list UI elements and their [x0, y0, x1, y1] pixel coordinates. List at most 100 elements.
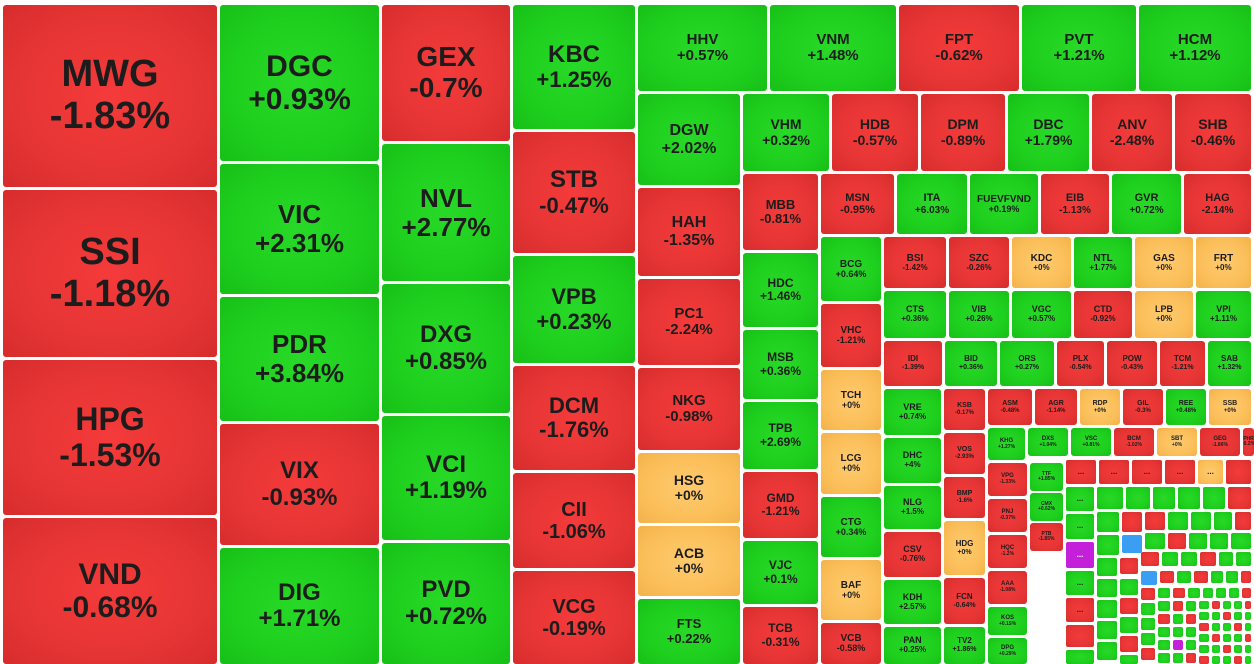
stock-tile-small[interactable]	[1231, 533, 1251, 549]
stock-tile-small[interactable]	[1234, 612, 1242, 620]
stock-tile-khg[interactable]: KHG +1.27%	[988, 428, 1025, 460]
stock-tile-ctg[interactable]: CTG +0.34%	[821, 497, 881, 557]
stock-tile-small[interactable]: ...	[1066, 514, 1094, 539]
stock-tile-small[interactable]	[1141, 588, 1155, 600]
stock-tile-hag[interactable]: HAG -2.14%	[1184, 174, 1251, 234]
stock-tile-dxs[interactable]: DXS +1.04%	[1028, 428, 1068, 456]
stock-tile-small[interactable]	[1158, 653, 1170, 663]
stock-tile-small[interactable]	[1203, 588, 1213, 598]
stock-tile-small[interactable]	[1211, 571, 1223, 583]
stock-tile-small[interactable]	[1122, 512, 1142, 532]
stock-tile-small[interactable]	[1214, 512, 1232, 530]
stock-tile-small[interactable]	[1177, 571, 1191, 583]
stock-tile-tcb[interactable]: TCB -0.31%	[743, 607, 818, 664]
stock-tile-vpg[interactable]: VPG -1.33%	[988, 463, 1027, 496]
stock-tile-fts[interactable]: FTS +0.22%	[638, 599, 740, 664]
stock-tile-msb[interactable]: MSB +0.36%	[743, 330, 818, 399]
stock-tile-small[interactable]	[1173, 588, 1185, 598]
stock-tile-lcg[interactable]: LCG +0%	[821, 433, 881, 494]
stock-tile-pdr[interactable]: PDR +3.84%	[220, 297, 379, 421]
stock-tile-small[interactable]	[1097, 512, 1119, 532]
stock-tile-small[interactable]	[1200, 552, 1216, 566]
stock-tile-hpg[interactable]: HPG -1.53%	[3, 360, 217, 515]
stock-tile-bsi[interactable]: BSI -1.42%	[884, 237, 946, 288]
stock-tile-small[interactable]	[1120, 636, 1138, 652]
stock-tile-small[interactable]	[1199, 656, 1209, 664]
stock-tile-agr[interactable]: AGR -1.14%	[1035, 389, 1077, 425]
stock-tile-small[interactable]	[1212, 634, 1220, 642]
stock-tile-baf[interactable]: BAF +0%	[821, 560, 881, 620]
stock-tile-vos[interactable]: VOS -2.93%	[944, 433, 985, 474]
stock-tile-small[interactable]	[1158, 601, 1170, 611]
stock-tile-small[interactable]	[1199, 601, 1209, 609]
stock-tile-small[interactable]	[1186, 640, 1196, 650]
stock-tile-phr[interactable]: PHR-0.2%	[1243, 428, 1254, 456]
stock-tile-pan[interactable]: PAN +0.25%	[884, 627, 941, 664]
stock-tile-small[interactable]	[1120, 579, 1138, 595]
stock-tile-small[interactable]	[1229, 588, 1239, 598]
stock-tile-stb[interactable]: STB -0.47%	[513, 132, 635, 253]
stock-tile-ptb[interactable]: PTB -1.85%	[1030, 523, 1063, 551]
stock-tile-dpm[interactable]: DPM -0.89%	[921, 94, 1005, 171]
stock-tile-ksb[interactable]: KSB -0.17%	[944, 389, 985, 430]
stock-tile-small[interactable]	[1173, 627, 1183, 637]
stock-tile-small[interactable]	[1210, 533, 1228, 549]
stock-tile-vic[interactable]: VIC +2.31%	[220, 164, 379, 294]
stock-tile-pc1[interactable]: PC1 -2.24%	[638, 279, 740, 365]
stock-tile-ree[interactable]: REE +0.48%	[1166, 389, 1206, 425]
stock-tile-small[interactable]: ...	[1099, 460, 1129, 484]
stock-tile-gmd[interactable]: GMD -1.21%	[743, 472, 818, 538]
stock-tile-small[interactable]	[1219, 552, 1233, 566]
stock-tile-hcm[interactable]: HCM +1.12%	[1139, 5, 1251, 91]
stock-tile-small[interactable]	[1234, 601, 1242, 609]
stock-tile-nlg[interactable]: NLG +1.5%	[884, 486, 941, 529]
stock-tile-vsc[interactable]: VSC +0.81%	[1071, 428, 1111, 456]
stock-tile-small[interactable]	[1223, 634, 1231, 642]
stock-tile-ttf[interactable]: TTF +1.85%	[1030, 463, 1063, 491]
stock-tile-fpt[interactable]: FPT -0.62%	[899, 5, 1019, 91]
stock-tile-small[interactable]	[1245, 623, 1251, 631]
stock-tile-small[interactable]	[1199, 612, 1209, 620]
stock-tile-vgc[interactable]: VGC +0.57%	[1012, 291, 1071, 338]
stock-tile-acb[interactable]: ACB +0%	[638, 526, 740, 596]
stock-tile-small[interactable]	[1236, 552, 1251, 566]
stock-tile-shb[interactable]: SHB -0.46%	[1175, 94, 1251, 171]
stock-tile-small[interactable]	[1199, 645, 1209, 653]
stock-tile-small[interactable]	[1066, 650, 1094, 664]
stock-tile-small[interactable]	[1141, 603, 1155, 615]
stock-tile-small[interactable]	[1153, 487, 1175, 509]
stock-tile-small[interactable]	[1173, 601, 1183, 611]
stock-tile-small[interactable]	[1234, 656, 1242, 664]
stock-tile-small[interactable]	[1158, 588, 1170, 598]
stock-tile-bcg[interactable]: BCG +0.64%	[821, 237, 881, 301]
stock-tile-ctd[interactable]: CTD -0.92%	[1074, 291, 1132, 338]
stock-tile-aaa[interactable]: AAA -1.08%	[988, 571, 1027, 604]
stock-tile-small[interactable]	[1245, 634, 1251, 642]
stock-tile-vnm[interactable]: VNM +1.48%	[770, 5, 896, 91]
stock-tile-ita[interactable]: ITA +6.03%	[897, 174, 967, 234]
stock-tile-small[interactable]	[1097, 621, 1117, 639]
stock-tile-small[interactable]	[1241, 571, 1251, 583]
stock-tile-gas[interactable]: GAS +0%	[1135, 237, 1193, 288]
stock-tile-kos[interactable]: KOS +0.15%	[988, 607, 1027, 635]
stock-tile-small[interactable]: ...	[1066, 487, 1094, 511]
stock-tile-small[interactable]	[1173, 614, 1183, 624]
stock-tile-pvt[interactable]: PVT +1.21%	[1022, 5, 1136, 91]
stock-tile-hah[interactable]: HAH -1.35%	[638, 188, 740, 276]
stock-tile-plx[interactable]: PLX -0.54%	[1057, 341, 1104, 386]
stock-tile-dhc[interactable]: DHC +4%	[884, 438, 941, 483]
stock-tile-small[interactable]: ...	[1132, 460, 1162, 484]
stock-tile-vcg[interactable]: VCG -0.19%	[513, 571, 635, 664]
stock-tile-vib[interactable]: VIB +0.26%	[949, 291, 1009, 338]
stock-tile-gil[interactable]: GIL -0.3%	[1123, 389, 1163, 425]
stock-tile-small[interactable]	[1141, 552, 1159, 566]
stock-tile-bid[interactable]: BID +0.36%	[945, 341, 997, 386]
stock-tile-small[interactable]	[1226, 460, 1251, 484]
stock-tile-small[interactable]	[1191, 512, 1211, 530]
stock-tile-small[interactable]	[1199, 634, 1209, 642]
stock-tile-nkg[interactable]: NKG -0.98%	[638, 368, 740, 450]
stock-tile-sbt[interactable]: SBT +0%	[1157, 428, 1197, 456]
stock-tile-small[interactable]: ...	[1066, 460, 1096, 484]
stock-tile-csv[interactable]: CSV -0.76%	[884, 532, 941, 577]
stock-tile-cts[interactable]: CTS +0.36%	[884, 291, 946, 338]
